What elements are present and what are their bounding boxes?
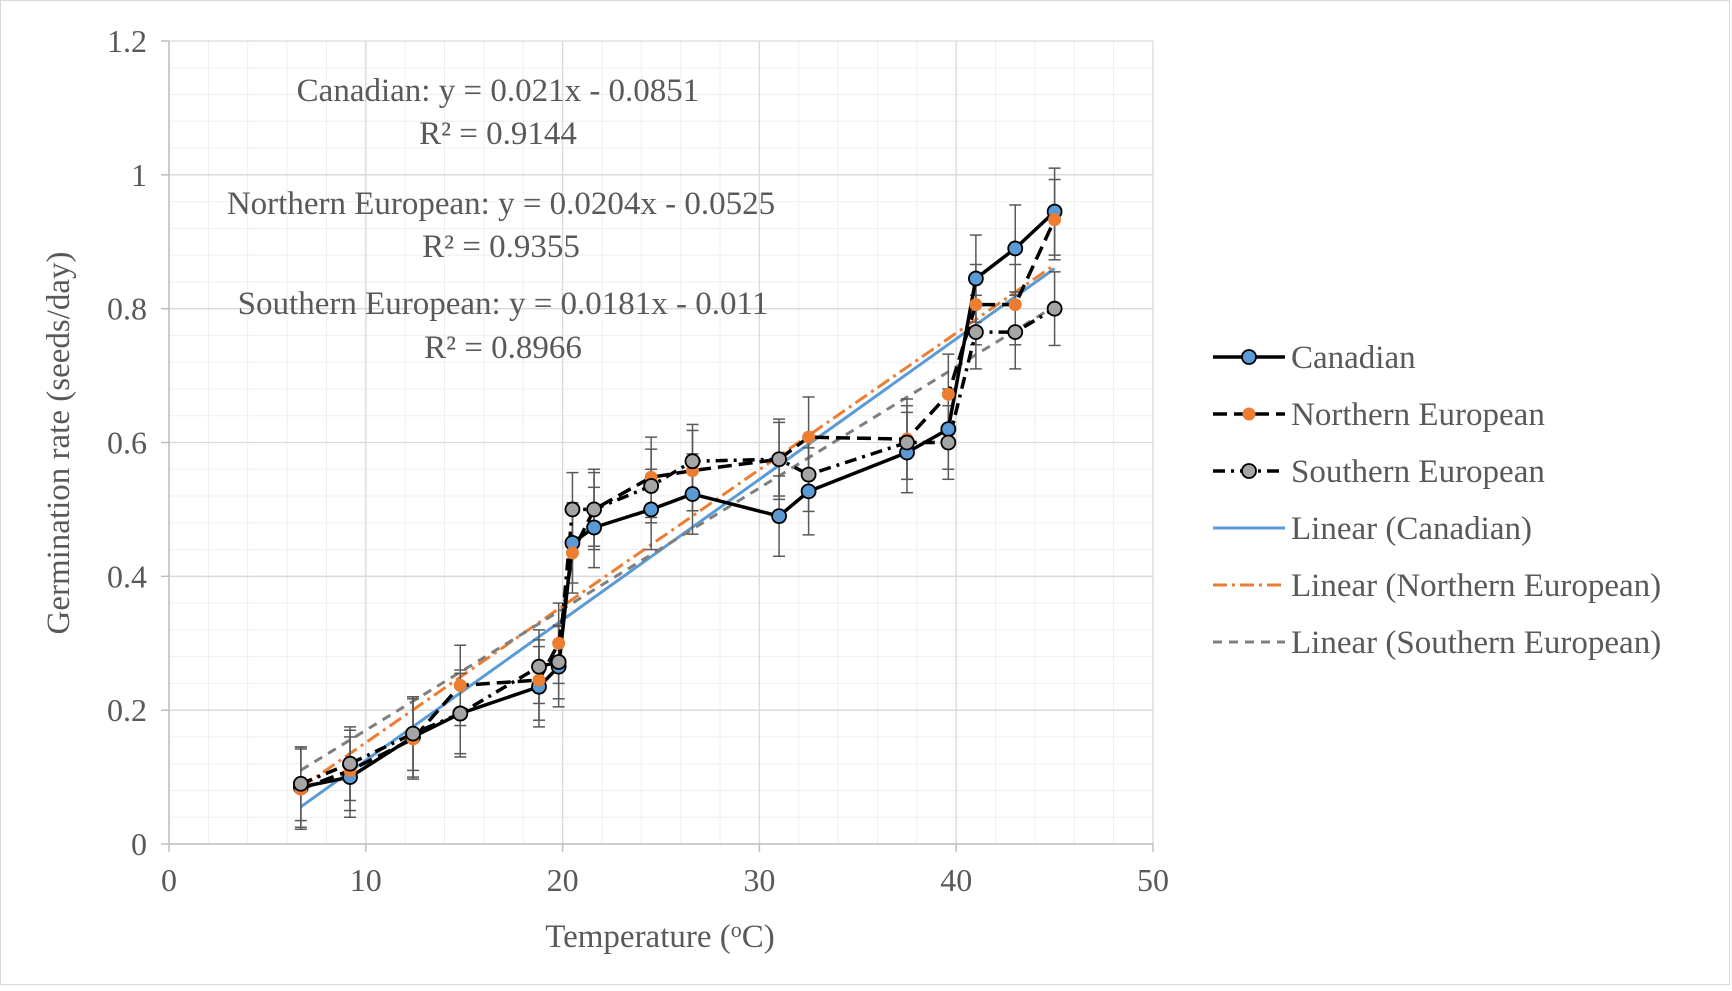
y-tick-label: 0.6	[107, 425, 147, 461]
data-point	[643, 501, 660, 518]
data-point	[586, 501, 602, 518]
data-point	[940, 421, 957, 438]
legend-entry: Southern European	[1213, 454, 1545, 490]
data-point	[771, 508, 787, 525]
legend-label: Canadian	[1291, 340, 1416, 376]
trend-r-squared: R² = 0.8966	[424, 330, 582, 366]
data-point	[531, 658, 547, 675]
data-point	[800, 483, 817, 500]
data-point	[1048, 213, 1062, 227]
legend-entry: Linear (Canadian)	[1213, 511, 1532, 547]
trend-equation: Southern European: y = 0.0181x - 0.011	[238, 286, 769, 322]
trendlines	[299, 263, 1056, 809]
data-point	[967, 270, 984, 287]
x-axis-label: Temperature (oC)	[545, 917, 775, 955]
legend-label: Linear (Northern European)	[1291, 568, 1661, 604]
series-line	[300, 218, 1057, 791]
trendline	[300, 305, 1056, 772]
legend-label: Linear (Canadian)	[1291, 511, 1532, 547]
data-point	[532, 673, 546, 687]
trendline	[299, 267, 1056, 809]
data-point	[1007, 324, 1024, 340]
legend-marker-swatch	[1241, 349, 1257, 365]
trend-r-squared: R² = 0.9144	[419, 116, 577, 152]
y-tick-label: 0	[131, 826, 147, 862]
trendline	[300, 263, 1056, 789]
series-markers	[292, 203, 1063, 796]
data-point	[802, 430, 816, 444]
legend-label: Southern European	[1291, 454, 1545, 490]
data-point	[684, 453, 701, 470]
trend-equation: Canadian: y = 0.021x - 0.0851	[297, 73, 700, 109]
x-tick-label: 40	[940, 862, 972, 898]
y-axis-label: Germination rate (seeds/day)	[41, 251, 77, 634]
legend-marker-swatch	[1242, 407, 1256, 421]
y-tick-label: 0.8	[107, 291, 147, 327]
trend-annotations: Canadian: y = 0.021x - 0.0851 R² = 0.9144…	[227, 73, 775, 366]
major-grid	[168, 40, 1154, 845]
x-tick-label: 50	[1137, 862, 1169, 898]
legend-label: Linear (Southern European)	[1291, 625, 1661, 661]
data-point	[342, 755, 358, 772]
legend-entry: Linear (Southern European)	[1213, 625, 1661, 661]
axes	[161, 40, 1154, 852]
data-point	[684, 486, 701, 502]
data-point	[452, 705, 469, 722]
x-tick-label: 30	[743, 862, 775, 898]
legend-label: Northern European	[1291, 397, 1545, 433]
x-tick-label: 10	[350, 862, 382, 898]
data-point	[899, 434, 915, 451]
data-point	[967, 324, 984, 340]
data-point	[1046, 300, 1063, 317]
data-point	[800, 466, 817, 483]
data-point	[453, 678, 467, 692]
y-tick-label: 1	[131, 157, 147, 193]
data-point	[771, 451, 787, 468]
legend-entry: Linear (Northern European)	[1213, 568, 1661, 604]
data-point	[1007, 240, 1024, 257]
series-line	[300, 307, 1056, 786]
trend-equation: Northern European: y = 0.0204x - 0.0525	[227, 186, 775, 222]
trend-r-squared: R² = 0.9355	[422, 229, 580, 265]
legend: Canadian Northern European Southern Europe…	[1213, 340, 1661, 661]
data-point	[969, 298, 983, 312]
data-point	[643, 478, 660, 494]
legend-entry: Northern European	[1213, 397, 1545, 433]
data-point	[586, 519, 602, 536]
x-tick-label: 0	[161, 862, 177, 898]
y-tick-label: 0.4	[107, 558, 147, 594]
x-tick-label: 20	[547, 862, 579, 898]
data-point	[1008, 298, 1022, 312]
legend-entry: Canadian	[1213, 340, 1416, 376]
y-tick-label: 0.2	[107, 692, 147, 728]
legend-marker-swatch	[1241, 463, 1257, 479]
data-point	[940, 434, 957, 451]
data-point	[564, 501, 581, 518]
data-point	[550, 654, 567, 670]
data-point	[405, 725, 421, 742]
data-point	[552, 636, 566, 650]
data-point	[292, 775, 309, 792]
y-tick-label: 1.2	[107, 23, 147, 59]
tick-labels: 0 10 20 30 40 50 0 0.2 0.4 0.6 0.8 1 1.2	[107, 23, 1169, 898]
data-point	[565, 546, 579, 560]
data-point	[941, 387, 955, 401]
